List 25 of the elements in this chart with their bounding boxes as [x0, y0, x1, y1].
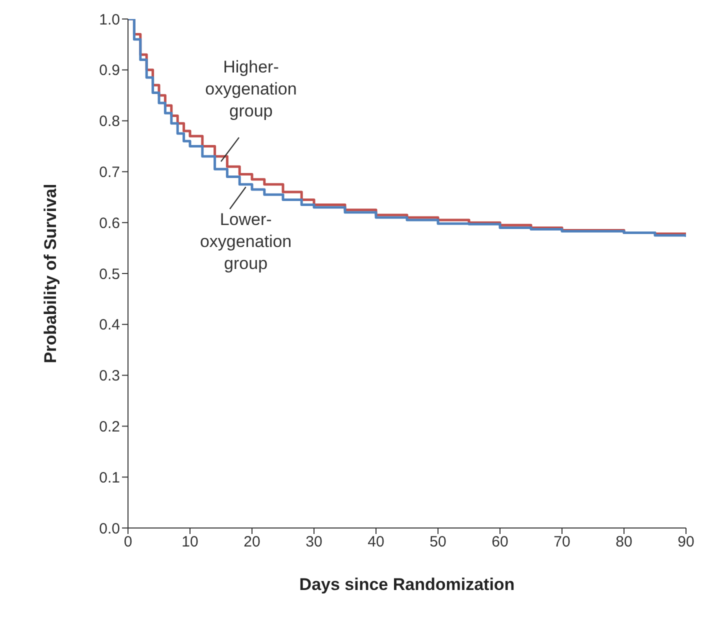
- annotation: Lower- oxygenation group: [200, 210, 292, 273]
- x-tick-label: 80: [616, 534, 632, 551]
- x-tick-label: 10: [182, 534, 198, 551]
- x-tick-label: 60: [492, 534, 508, 551]
- x-axis-title: Days since Randomization: [299, 575, 515, 594]
- x-tick-label: 90: [678, 534, 694, 551]
- y-tick-label: 0.2: [99, 418, 120, 436]
- y-tick-label: 0.3: [99, 368, 120, 385]
- y-tick-label: 0.1: [99, 469, 120, 486]
- y-tick-label: 1.0: [99, 11, 120, 28]
- x-tick-label: 20: [244, 534, 260, 551]
- y-axis-title: Probability of Survival: [41, 184, 60, 364]
- y-tick-label: 0.9: [99, 62, 120, 80]
- x-tick-label: 50: [430, 534, 446, 551]
- y-tick-label: 0.0: [99, 520, 120, 538]
- y-tick-label: 0.6: [99, 214, 120, 232]
- annotation: Higher- oxygenation group: [205, 58, 297, 121]
- x-tick-label: 0: [124, 534, 132, 551]
- y-tick-label: 0.8: [99, 113, 120, 130]
- x-tick-label: 70: [554, 534, 570, 551]
- x-tick-label: 40: [368, 534, 384, 551]
- x-tick-label: 30: [306, 534, 322, 551]
- y-tick-label: 0.7: [99, 164, 120, 182]
- y-tick-label: 0.4: [99, 316, 120, 334]
- y-tick-label: 0.5: [99, 266, 120, 283]
